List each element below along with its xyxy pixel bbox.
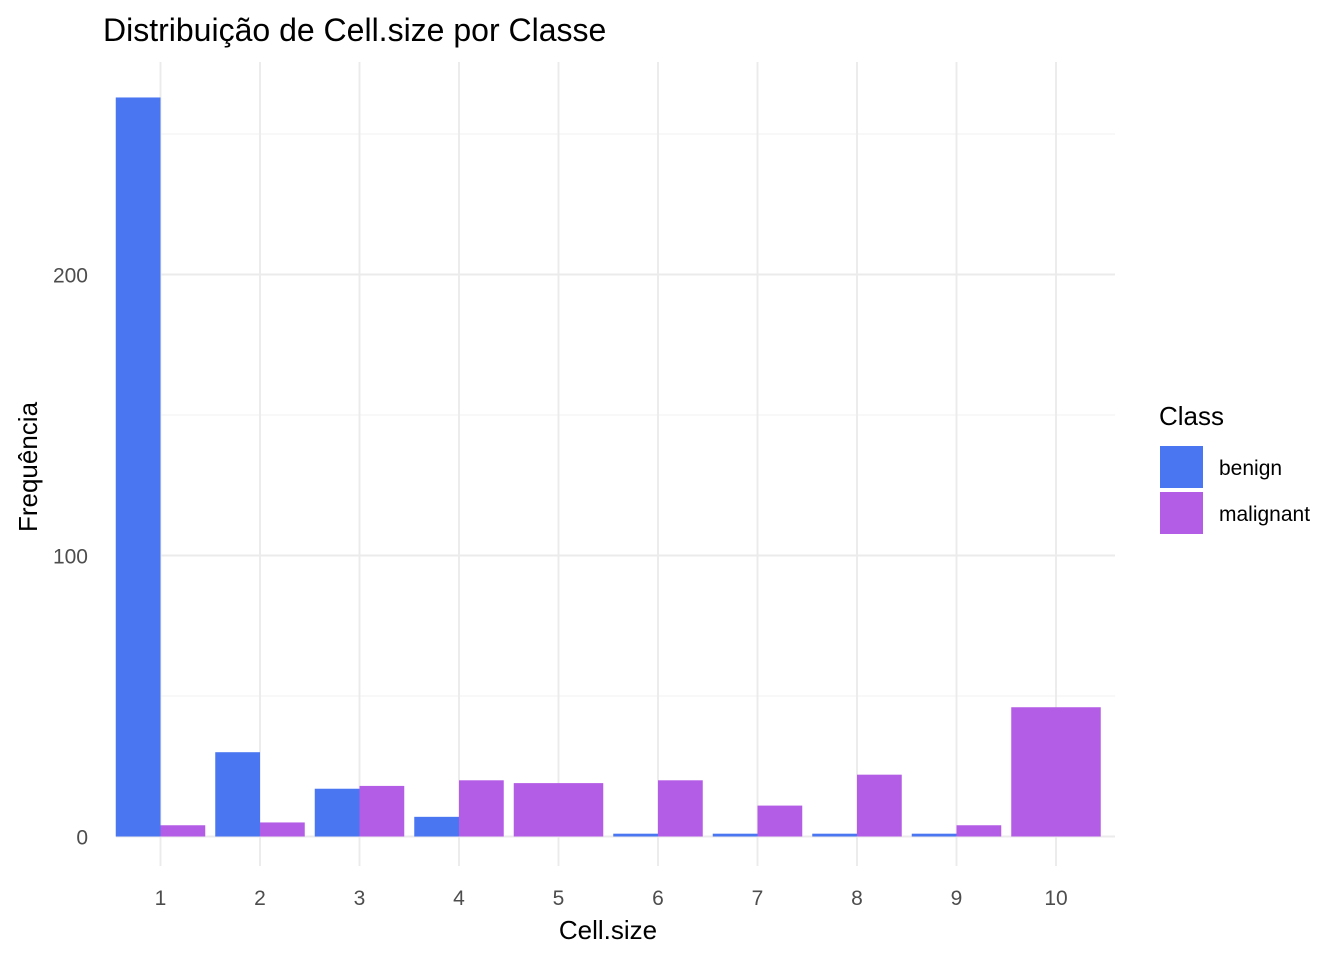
bar-malignant-9 — [956, 825, 1002, 837]
y-tick-label: 0 — [76, 827, 88, 850]
x-tick-label: 1 — [155, 887, 167, 910]
bar-malignant-6 — [658, 780, 703, 837]
x-axis-label: Cell.size — [559, 915, 657, 945]
grid-lines — [116, 62, 1115, 866]
bar-malignant-7 — [757, 805, 803, 837]
bar-malignant-5 — [513, 783, 604, 837]
bar-benign-2 — [215, 752, 260, 837]
legend-key-benign — [1160, 446, 1203, 488]
bar-benign-9 — [911, 833, 957, 837]
x-tick-label: 6 — [652, 887, 664, 910]
y-tick-label: 100 — [53, 546, 88, 569]
y-tick-labels: 0 100 200 — [53, 265, 88, 850]
bar-benign-8 — [812, 833, 857, 837]
x-tick-label: 4 — [453, 887, 465, 910]
x-tick-labels: 1 2 3 4 5 6 7 8 9 10 — [155, 887, 1068, 910]
legend: Class benign malignant — [1159, 401, 1310, 534]
y-axis-label: Frequência — [13, 401, 43, 532]
bar-benign-6 — [613, 833, 658, 837]
y-tick-label: 200 — [53, 265, 88, 288]
bar-malignant-3 — [359, 785, 405, 837]
x-tick-label: 3 — [354, 887, 366, 910]
bar-benign-3 — [314, 788, 360, 837]
x-tick-label: 8 — [851, 887, 863, 910]
bar-malignant-4 — [459, 780, 504, 837]
x-tick-label: 10 — [1044, 887, 1067, 910]
bar-malignant-2 — [260, 822, 305, 837]
x-tick-label: 5 — [553, 887, 565, 910]
bar-malignant-10 — [1011, 707, 1101, 837]
bar-benign-7 — [712, 833, 758, 837]
bar-benign-1 — [115, 97, 161, 837]
bars — [115, 97, 1101, 837]
bar-benign-4 — [414, 816, 459, 837]
x-tick-label: 7 — [752, 887, 764, 910]
legend-label-malignant: malignant — [1219, 503, 1310, 526]
bar-malignant-8 — [857, 774, 902, 837]
legend-key-malignant — [1160, 492, 1203, 534]
legend-label-benign: benign — [1219, 457, 1282, 480]
bar-malignant-1 — [160, 825, 206, 837]
chart-title: Distribuição de Cell.size por Classe — [103, 12, 606, 48]
x-tick-label: 2 — [254, 887, 266, 910]
legend-title: Class — [1159, 401, 1224, 431]
x-tick-label: 9 — [951, 887, 963, 910]
